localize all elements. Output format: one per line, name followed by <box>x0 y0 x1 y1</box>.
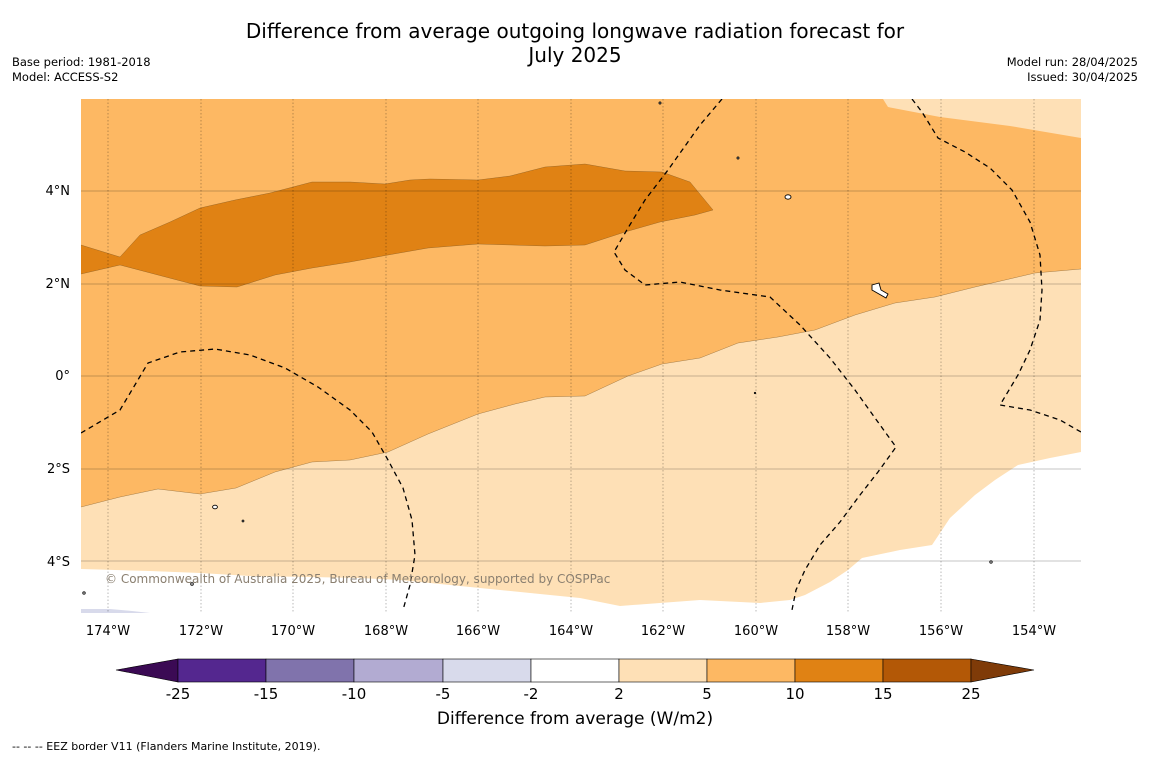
colorbar <box>115 658 1035 683</box>
colorbar-bin <box>882 658 972 683</box>
colorbar-bin <box>442 658 532 683</box>
colorbar-tick: -10 <box>342 685 367 703</box>
lon-label: 170°W <box>271 624 315 639</box>
colorbar-ticks: -25 -15 -10 -5 -2 2 5 10 15 25 <box>166 685 981 703</box>
eez-footnote: -- -- -- EEZ border V11 (Flanders Marine… <box>12 740 321 753</box>
lon-label: 160°W <box>734 624 778 639</box>
band-neutral-southeast <box>620 452 1081 613</box>
colorbar-bin <box>794 658 884 683</box>
islands <box>82 101 993 595</box>
lat-label: 2°N <box>46 277 71 292</box>
lon-label: 156°W <box>919 624 963 639</box>
colorbar-tick: 10 <box>785 685 804 703</box>
colorbar-tick: -2 <box>524 685 539 703</box>
lon-label: 174°W <box>86 624 130 639</box>
map-title-line2: July 2025 <box>528 43 622 67</box>
lon-label: 162°W <box>641 624 685 639</box>
colorbar-bin <box>265 658 355 683</box>
band-weak-negative <box>81 609 150 613</box>
lon-labels: 174°W 172°W 170°W 168°W 166°W 164°W 162°… <box>86 624 1056 639</box>
lat-labels: 4°N 2°N 0° 2°S 4°S <box>46 184 71 570</box>
band-2-5-northeast <box>883 99 1081 138</box>
colorbar-extend-max <box>970 658 1035 683</box>
colorbar-tick: 2 <box>614 685 624 703</box>
colorbar-bin <box>618 658 708 683</box>
lon-label: 168°W <box>364 624 408 639</box>
eez-borders <box>81 99 1081 611</box>
lon-label: 164°W <box>549 624 593 639</box>
band-10-15 <box>81 164 713 287</box>
graticule <box>81 99 1081 613</box>
colorbar-title: Difference from average (W/m2) <box>436 709 714 729</box>
colorbar-tick: 15 <box>873 685 892 703</box>
meta-left: Base period: 1981-2018 Model: ACCESS-S2 <box>12 55 151 85</box>
lat-label: 2°S <box>47 462 70 477</box>
issued-label: Issued: 30/04/2025 <box>1027 70 1138 84</box>
colorbar-tick: -15 <box>254 685 279 703</box>
map-title-line1: Difference from average outgoing longwav… <box>245 19 905 43</box>
colorbar-extend-min <box>115 658 179 683</box>
lat-label: 0° <box>55 369 70 384</box>
lon-label: 166°W <box>456 624 500 639</box>
base-period-label: Base period: 1981-2018 <box>12 55 151 69</box>
meta-right: Model run: 28/04/2025 Issued: 30/04/2025 <box>1007 55 1138 85</box>
colorbar-tick: -5 <box>436 685 451 703</box>
model-run-label: Model run: 28/04/2025 <box>1006 55 1138 69</box>
colorbar-bin <box>530 658 620 683</box>
eez-border-central <box>613 99 897 611</box>
eez-border-east <box>911 99 1081 433</box>
band-2-5-south <box>81 269 1081 613</box>
lon-label: 172°W <box>179 624 223 639</box>
lon-label: 154°W <box>1012 624 1056 639</box>
colorbar-bin <box>177 658 267 683</box>
colorbar-tick: 5 <box>702 685 712 703</box>
colorbar-bin <box>706 658 796 683</box>
copyright-notice: © Commonwealth of Australia 2025, Bureau… <box>105 572 611 586</box>
lat-label: 4°N <box>46 184 71 199</box>
lat-label: 4°S <box>47 555 70 570</box>
lon-label: 158°W <box>826 624 870 639</box>
model-label: Model: ACCESS-S2 <box>12 70 119 84</box>
band-neutral-southwest <box>81 569 620 613</box>
colorbar-tick: -25 <box>166 685 191 703</box>
colorbar-bin <box>353 658 444 683</box>
map-area <box>81 99 1081 613</box>
map-title: Difference from average outgoing longwav… <box>0 19 1150 67</box>
eez-border-west <box>81 348 416 611</box>
colorbar-tick: 25 <box>961 685 980 703</box>
